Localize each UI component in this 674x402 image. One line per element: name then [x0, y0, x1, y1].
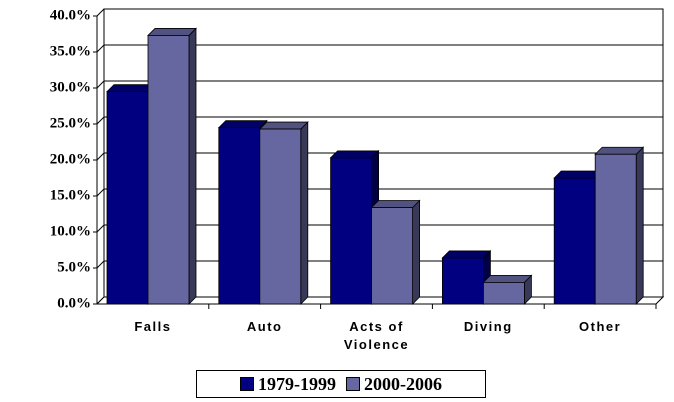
- y-tick-label: 20.0%: [50, 151, 91, 167]
- y-tick-label: 10.0%: [50, 223, 91, 239]
- y-tick-label: 15.0%: [50, 187, 91, 203]
- bar-front: [371, 207, 414, 305]
- y-tick-label: 0.0%: [57, 295, 91, 311]
- bar: [482, 274, 533, 305]
- bar-front: [594, 153, 637, 305]
- bar-top: [329, 150, 380, 159]
- bar-side: [300, 121, 309, 305]
- y-tick-label: 35.0%: [50, 43, 91, 59]
- grid-connector: [96, 44, 105, 53]
- grid-connector: [96, 80, 105, 89]
- bar-front: [330, 157, 373, 305]
- bar: [147, 27, 197, 305]
- bar-front: [482, 281, 525, 305]
- bar-top: [482, 274, 533, 283]
- grid-connector: [96, 188, 105, 197]
- x-tick-label: Diving: [463, 319, 513, 334]
- bar-front: [441, 257, 484, 305]
- bar-top: [594, 146, 645, 155]
- x-tick-label: Falls: [134, 319, 172, 334]
- bar: [258, 121, 309, 305]
- grid-connector: [96, 116, 105, 125]
- bar-top: [441, 250, 492, 259]
- legend-swatch: [240, 377, 254, 391]
- bar-top: [258, 121, 309, 130]
- legend-item: 2000-2006: [346, 374, 442, 395]
- y-tick-label: 40.0%: [50, 7, 91, 23]
- legend-item: 1979-1999: [240, 374, 336, 395]
- legend-swatch: [346, 377, 360, 391]
- y-tick-label: 30.0%: [50, 79, 91, 95]
- bar: [217, 119, 268, 305]
- bar: [594, 146, 645, 305]
- grid-connector: [96, 224, 105, 233]
- y-tick-label: 25.0%: [50, 115, 91, 131]
- bar-top: [217, 120, 268, 128]
- bar-front: [218, 127, 261, 305]
- bar-front: [259, 128, 302, 305]
- bar-side: [412, 199, 421, 305]
- bar-front: [147, 35, 190, 305]
- legend: 1979-1999 2000-2006: [196, 370, 486, 398]
- x-tick-label: Acts of Violence: [343, 319, 410, 352]
- bar-top: [147, 28, 197, 36]
- bar-front: [553, 177, 596, 305]
- grid-connector: [96, 152, 105, 161]
- x-tick-label: Other: [579, 319, 622, 334]
- legend-label: 2000-2006: [364, 373, 442, 394]
- bar-side: [188, 27, 197, 305]
- legend-label: 1979-1999: [258, 373, 336, 394]
- grid-connector: [96, 8, 105, 17]
- bar: [441, 249, 492, 305]
- grid-connector: [96, 260, 105, 269]
- bar-top: [370, 200, 421, 208]
- y-tick-label: 5.0%: [57, 259, 91, 275]
- bar-side: [635, 146, 644, 305]
- x-tick-label: Auto: [246, 319, 283, 334]
- bar-front: [106, 91, 149, 305]
- bar: [370, 199, 421, 305]
